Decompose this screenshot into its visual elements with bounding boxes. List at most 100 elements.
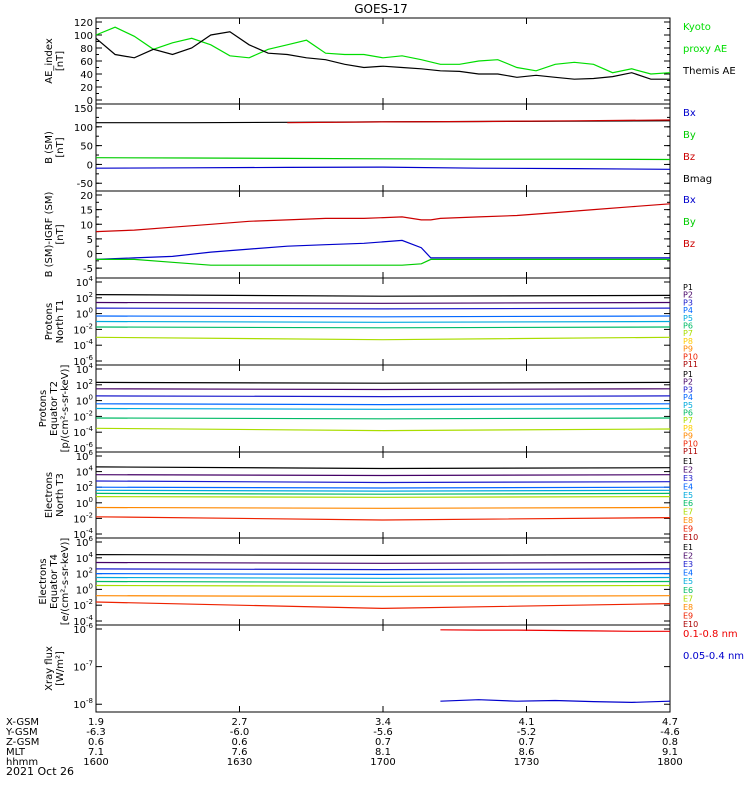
x-axis-value: 0.6 [232,737,248,748]
legend-label: P3 [683,385,693,394]
legend-label: E3 [683,560,693,569]
y-tick-label: 10-4 [73,425,93,439]
y-axis-label: Xray flux[W/m²] [44,646,66,691]
y-tick-label: 100 [76,496,93,510]
series-line-p7 [95,427,671,432]
legend-label: proxy AE [683,44,727,55]
legend-label: P2 [683,291,693,300]
x-axis-value: 2.7 [232,717,248,728]
x-axis-value: 1800 [657,757,682,768]
y-tick-label: 102 [76,378,93,392]
legend-label: Bmag [683,174,712,185]
series-line-bx [95,239,670,260]
y-tick-label: 10-6 [73,622,93,636]
y-tick-label: 106 [76,535,94,549]
series-line-e8 [95,595,671,598]
legend-label: P5 [683,314,693,323]
y-tick-label: 10-8 [73,697,93,711]
series-line-e3 [95,568,671,571]
legend-label: E1 [683,457,693,466]
panel-frame [95,451,671,539]
y-tick-label: 100 [76,394,93,408]
legend-label: P7 [683,329,693,338]
legend-label: 0.1-0.8 nm [683,629,738,640]
legend-label: E1 [683,543,693,552]
x-axis-row-label: hhmm [6,757,38,768]
panel-frame [95,17,671,105]
series-line-p3 [95,307,671,310]
legend-label: 0.05-0.4 nm [683,651,744,662]
x-axis-value: 1.9 [88,717,104,728]
y-tick-label: 10-2 [73,322,93,336]
series-line-p7 [95,336,671,341]
y-tick-label: 20 [80,191,93,202]
x-axis-value: 7.6 [232,747,248,758]
legend-label: P3 [683,298,693,307]
legend-label: P8 [683,424,693,433]
y-tick-label: 120 [74,18,93,29]
legend-label: Bx [683,108,696,119]
legend-label: Bx [683,195,696,206]
legend-label: P1 [683,370,693,379]
x-axis-row-label: MLT [6,747,26,758]
y-axis-label: AE_index[nT] [44,38,66,84]
x-axis-row-label: Y-GSM [5,727,38,738]
x-axis-value: 0.8 [662,737,678,748]
series-line-p4 [95,403,671,406]
x-axis-value: 1630 [227,757,252,768]
y-tick-label: 102 [76,567,93,581]
legend-label: E2 [683,552,693,561]
y-tick-label: 10-4 [73,338,93,352]
series-line-e6 [95,580,671,583]
y-tick-label: 104 [76,275,94,289]
legend-label: E4 [683,569,693,578]
legend-label: P10 [683,352,698,361]
series-line-e9 [95,601,671,610]
series-line-e5 [95,576,671,579]
series-line-e4 [95,573,671,576]
legend-label: P4 [683,393,693,402]
y-tick-label: 20 [80,83,93,94]
x-axis-table: X-GSM 1.9 2.7 3.4 4.1 4.7 Y-GSM -6.3 -6.0 -5.6 -5.… [5,717,683,768]
y-axis-label: B (SM)-IGRF (SM)[nT] [44,192,66,278]
x-axis-value: 0.7 [375,737,391,748]
y-tick-label: 10-2 [73,598,93,612]
y-tick-label: 100 [76,307,93,321]
panel-3: -5 0 5 10 15 20 B (SM)-IGRF (SM)[nT] Bx By Bz [44,190,696,279]
x-axis-value: 8.6 [519,747,535,758]
legend-label: Themis AE [682,66,736,77]
legend-label: E6 [683,499,693,508]
y-tick-label: 106 [76,449,94,463]
y-tick-label: 10-7 [73,660,93,674]
y-tick-label: 0 [87,160,93,171]
y-tick-label: 15 [80,206,93,217]
y-axis-label: ElectronsEquator T4[e/(cm²-s-sr-keV)] [38,538,71,626]
x-axis-value: 4.7 [662,717,678,728]
series-line-by [95,157,671,161]
series-line-by [96,258,670,266]
y-tick-label: 50 [80,142,93,153]
series-line-e2 [95,561,671,564]
y-axis-label: ElectronsNorth T3 [44,472,66,518]
series-line-p1 [95,381,671,384]
legend-label: Kyoto [683,22,711,33]
y-tick-label: 10-2 [73,511,93,525]
series-line-kyoto-proxy-ae [95,26,671,75]
y-tick-label: 100 [74,123,93,134]
series-line-0-1-0-8-nm [440,629,670,632]
legend-label: P10 [683,439,698,448]
legend-label: E7 [683,594,693,603]
legend-label: P8 [683,337,693,346]
legend-label: Bz [683,152,695,163]
x-axis-row-label: Z-GSM [6,737,39,748]
panel-8: 10-8 10-7 10-6 Xray flux[W/m²] 0.1-0.8 nm 0.0… [44,622,744,713]
legend-label: E10 [683,533,698,542]
series-line-bx [95,166,671,170]
legend-label: P5 [683,401,693,410]
x-axis-value: 1700 [370,757,395,768]
series-line-p2 [95,301,671,304]
series-line-p5 [95,320,671,323]
series-line-p2 [95,388,671,391]
